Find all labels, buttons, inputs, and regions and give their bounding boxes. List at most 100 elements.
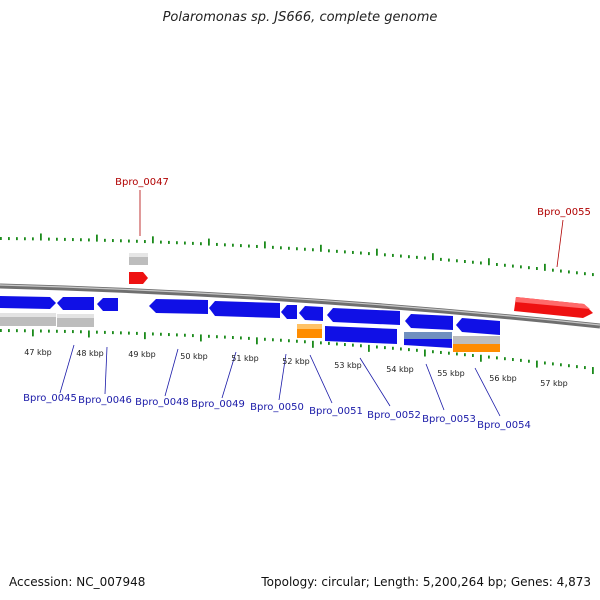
lower-tick	[8, 329, 10, 333]
upper-tick	[528, 266, 530, 270]
upper-tick	[160, 240, 162, 244]
lower-tick	[216, 335, 218, 339]
gene-label-bpro-0053[interactable]: Bpro_0053	[422, 414, 476, 425]
gene-bpro-0048[interactable]	[149, 299, 208, 314]
gene-label-bpro-0047[interactable]: Bpro_0047	[115, 177, 169, 188]
kbp-label: 55 kbp	[437, 369, 465, 378]
gene-bpro-0051a[interactable]	[299, 306, 323, 321]
upper-tick	[384, 253, 386, 257]
upper-tick	[64, 237, 66, 241]
lower-tick	[464, 353, 466, 357]
upper-tick	[136, 239, 138, 243]
lower-tick	[16, 329, 18, 333]
gene-label-bpro-0054[interactable]: Bpro_0054	[477, 420, 531, 431]
lower-tick	[544, 361, 546, 365]
upper-tick	[96, 234, 98, 242]
lower-tick	[384, 346, 386, 350]
upper-tick	[584, 272, 586, 276]
gene-label-bpro-0050[interactable]: Bpro_0050	[250, 402, 304, 413]
lower-tick	[64, 329, 66, 333]
upper-tick	[168, 240, 170, 244]
gene-bpro-0054[interactable]	[453, 336, 500, 344]
gene-bpro-0051[interactable]	[325, 326, 397, 344]
upper-tick	[224, 243, 226, 247]
lower-tick	[200, 334, 202, 342]
lower-tick	[104, 330, 106, 334]
gene-label-bpro-0045[interactable]: Bpro_0045	[23, 393, 77, 404]
upper-tick	[496, 263, 498, 267]
gene-label-bpro-0049[interactable]: Bpro_0049	[191, 399, 245, 410]
gene-label-bpro-0052[interactable]: Bpro_0052	[367, 410, 421, 421]
lower-tick	[240, 336, 242, 340]
gene-bpro-0047[interactable]	[129, 272, 148, 284]
lower-tick	[440, 350, 442, 354]
gene-row-1	[0, 296, 500, 335]
lower-tick	[376, 345, 378, 349]
lower-tick	[480, 354, 482, 362]
upper-tick	[248, 244, 250, 248]
lower-tick	[184, 333, 186, 337]
lower-tick	[320, 341, 322, 345]
gene-bpro-0050[interactable]	[281, 305, 297, 319]
gene-label-bpro-0051[interactable]: Bpro_0051	[309, 406, 363, 417]
lower-tick	[56, 329, 58, 333]
gene-bpro-0045[interactable]	[0, 296, 56, 309]
upper-tick	[480, 261, 482, 265]
lower-tick	[512, 358, 514, 362]
upper-tick	[272, 245, 274, 249]
upper-tick	[80, 238, 82, 242]
lower-tick	[496, 356, 498, 360]
gene-bpro-0046[interactable]	[57, 297, 94, 310]
kbp-label: 56 kbp	[489, 374, 517, 383]
lower-tick	[168, 333, 170, 337]
gene-label-bpro-0048[interactable]: Bpro_0048	[135, 397, 189, 408]
gene-label-bpro-0046[interactable]: Bpro_0046	[78, 395, 132, 406]
upper-tick	[184, 241, 186, 245]
upper-tick	[424, 256, 426, 260]
upper-tick	[536, 267, 538, 271]
upper-tick	[400, 254, 402, 258]
gene-label-bpro-0055[interactable]: Bpro_0055	[537, 207, 591, 218]
upper-tick	[304, 247, 306, 251]
gene-bpro-0053a[interactable]	[405, 314, 453, 330]
gene-bpro-0052a[interactable]	[327, 308, 400, 325]
gene-bpro-0047-rna[interactable]	[129, 253, 148, 265]
upper-tick	[72, 238, 74, 242]
lower-tick	[416, 348, 418, 352]
gene-bpro-0049[interactable]	[209, 301, 280, 318]
upper-tick	[296, 247, 298, 251]
lower-tick	[520, 358, 522, 362]
kbp-label: 48 kbp	[76, 349, 104, 358]
lower-tick	[576, 365, 578, 369]
lower-tick	[352, 343, 354, 347]
lower-tick	[280, 338, 282, 342]
lower-tick	[448, 351, 450, 355]
upper-tick	[448, 258, 450, 262]
gene-bpro-0055[interactable]	[514, 297, 593, 318]
upper-tick	[176, 241, 178, 245]
upper-tick	[552, 268, 554, 272]
lower-tick	[264, 337, 266, 341]
lower-tick	[208, 334, 210, 338]
genome-summary-text: Topology: circular; Length: 5,200,264 bp…	[261, 575, 591, 589]
lower-tick	[328, 341, 330, 345]
lower-tick	[456, 352, 458, 356]
upper-tick	[560, 269, 562, 273]
kbp-label: 47 kbp	[24, 348, 52, 357]
upper-tick	[544, 263, 546, 271]
gene-bpro-0046b[interactable]	[97, 298, 118, 311]
lower-tick	[112, 331, 114, 335]
lower-tick	[144, 332, 146, 340]
upper-tick	[104, 238, 106, 242]
lower-tick	[552, 362, 554, 366]
upper-tick	[264, 241, 266, 249]
lower-tick	[128, 331, 130, 335]
leader-line	[309, 354, 333, 404]
leader-line	[278, 353, 287, 401]
label-leader-lines	[59, 190, 564, 417]
upper-tick-track	[0, 233, 594, 277]
upper-tick	[352, 250, 354, 254]
upper-tick	[504, 263, 506, 267]
kbp-label: 51 kbp	[231, 354, 259, 363]
gene-bpro-0054a[interactable]	[456, 318, 500, 335]
